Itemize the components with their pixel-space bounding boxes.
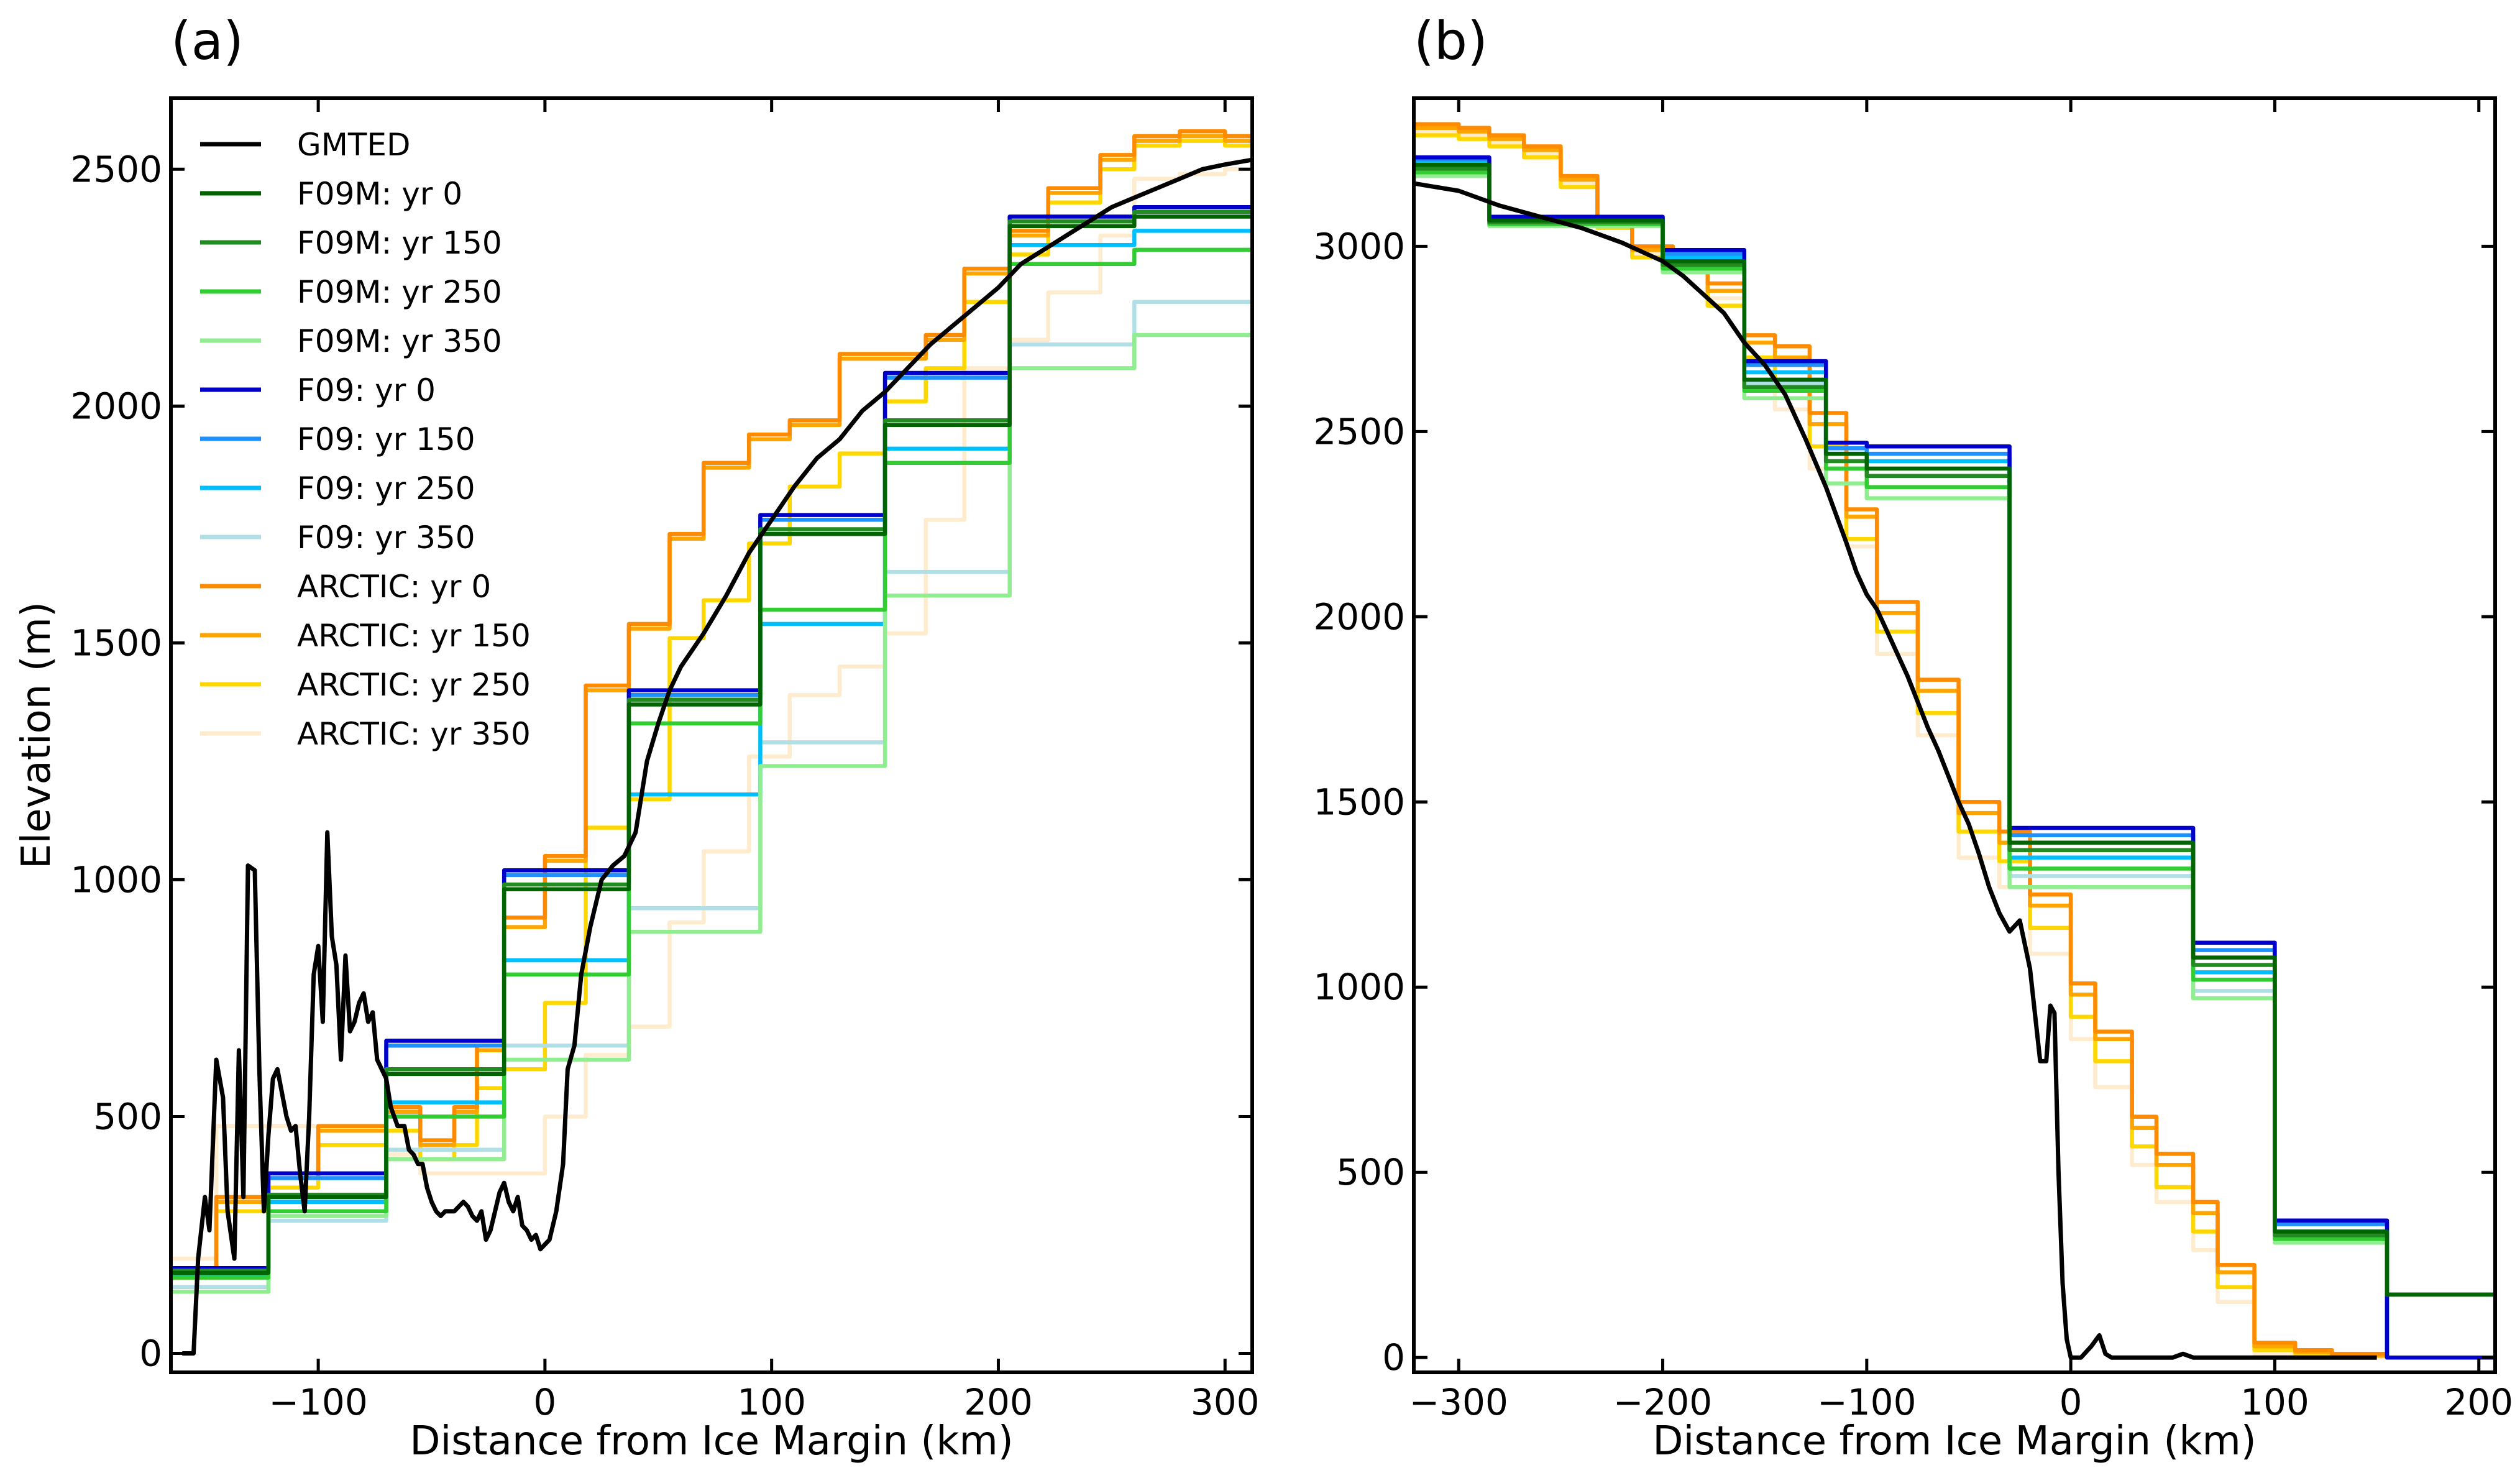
legend-item-arctic-yr-250: ARCTIC: yr 250 — [200, 667, 531, 703]
panel-a-series-gmted — [182, 157, 1253, 1356]
legend-item-gmted: GMTED — [200, 127, 411, 163]
legend-label: F09: yr 250 — [297, 470, 475, 507]
legend-label: F09M: yr 0 — [297, 176, 462, 212]
panel-a-ytick-label: 0 — [139, 1333, 162, 1375]
panel-b-series-f09-yr-0 — [1414, 155, 2495, 1360]
legend-item-f09-yr-350: F09: yr 350 — [200, 520, 475, 556]
legend-label: F09: yr 0 — [297, 372, 436, 408]
legend-label: ARCTIC: yr 350 — [297, 716, 531, 752]
legend-item-f09-yr-250: F09: yr 250 — [200, 470, 475, 507]
panel-b-series-arctic-yr-250 — [1414, 133, 2495, 1360]
panel-b-ytick-label: 2500 — [1313, 410, 1405, 452]
panel-b-xtick-label: 100 — [2240, 1381, 2309, 1423]
panel-a-series-f09m-yr-0 — [171, 214, 1252, 1275]
legend-item-arctic-yr-0: ARCTIC: yr 0 — [200, 569, 491, 605]
panel-b: (b) −300 −200 −100 0 100 20005001000150020002… — [1313, 11, 2513, 1464]
panel-b-xtick-label: 0 — [2060, 1381, 2082, 1423]
panel-a-series-arctic-yr-150 — [171, 134, 1252, 1273]
panel-a-series-f09m-yr-350 — [171, 333, 1252, 1294]
panel-b-xtick-label: −300 — [1409, 1381, 1508, 1423]
legend-item-f09m-yr-350: F09M: yr 350 — [200, 323, 502, 359]
panel-a-series — [171, 129, 1253, 1356]
legend-label: F09M: yr 350 — [297, 323, 502, 359]
panel-b-ticks: −300 −200 −100 0 100 200050010001500200025003… — [1313, 98, 2513, 1423]
panel-label-a: (a) — [171, 11, 244, 71]
panel-b-series-f09m-yr-0 — [1414, 163, 2495, 1297]
legend-label: F09M: yr 150 — [297, 225, 502, 261]
legend-label: ARCTIC: yr 0 — [297, 569, 491, 605]
panel-b-xtick-label: −200 — [1613, 1381, 1712, 1423]
panel-a-xtick-label: 200 — [964, 1381, 1033, 1423]
panel-a-ylabel: Elevation (m) — [14, 602, 60, 869]
panel-a-ticks: −100 0 100 200 300 0 500 1000 1500 2000 2500 — [70, 98, 1260, 1423]
legend-label: F09: yr 150 — [297, 421, 475, 457]
legend: GMTED F09M: yr 0 F09M: yr 150 F09M: yr 250 F… — [200, 127, 531, 752]
panel-a-frame — [169, 96, 1254, 1374]
panel-b-ytick-label: 1500 — [1313, 781, 1405, 823]
panel-b-series-arctic-yr-350 — [1414, 129, 2495, 1360]
panel-a-series-f09m-yr-150 — [171, 209, 1252, 1273]
panel-b-series-f09m-yr-150 — [1414, 166, 2495, 1297]
panel-a-series-f09-yr-350 — [171, 300, 1252, 1290]
legend-item-f09-yr-0: F09: yr 0 — [200, 372, 436, 408]
legend-label: F09: yr 350 — [297, 520, 475, 556]
legend-label: GMTED — [297, 127, 411, 163]
panel-a-series-arctic-yr-350 — [171, 167, 1252, 1261]
legend-item-f09m-yr-150: F09M: yr 150 — [200, 225, 502, 261]
panel-a-ytick-label: 2500 — [70, 148, 162, 190]
panel-label-b: (b) — [1414, 11, 1488, 71]
panel-a: (a) −100 0 100 200 300 0 500 1000 1500 2000 2500 D… — [14, 11, 1260, 1464]
panel-a-ytick-label: 2000 — [70, 385, 162, 427]
panel-a-xtick-label: 100 — [737, 1381, 806, 1423]
panel-a-series-arctic-yr-0 — [171, 129, 1252, 1270]
legend-item-f09m-yr-250: F09M: yr 250 — [200, 274, 502, 310]
legend-item-arctic-yr-350: ARCTIC: yr 350 — [200, 716, 531, 752]
legend-item-f09m-yr-0: F09M: yr 0 — [200, 176, 462, 212]
legend-label: F09M: yr 250 — [297, 274, 502, 310]
panel-b-xlabel: Distance from Ice Margin (km) — [1652, 1418, 2257, 1464]
panel-b-xtick-label: 200 — [2444, 1381, 2513, 1423]
panel-b-series-f09-yr-350 — [1414, 166, 2495, 1360]
panel-b-ytick-label: 1000 — [1313, 966, 1405, 1008]
panel-a-series-arctic-yr-250 — [171, 139, 1252, 1280]
panel-b-series-arctic-yr-150 — [1414, 126, 2495, 1360]
panel-b-ytick-label: 500 — [1336, 1151, 1405, 1193]
panel-a-ytick-label: 1500 — [70, 622, 162, 664]
panel-b-series-arctic-yr-0 — [1414, 122, 2495, 1360]
panel-b-series-gmted — [1413, 181, 2377, 1360]
legend-label: ARCTIC: yr 250 — [297, 667, 531, 703]
panel-b-series-f09-yr-250 — [1414, 161, 2495, 1360]
panel-a-series-f09m-yr-250 — [171, 247, 1252, 1280]
panel-a-xtick-label: 300 — [1191, 1381, 1260, 1423]
panel-b-series-f09-yr-150 — [1414, 157, 2495, 1360]
panel-a-ytick-label: 1000 — [70, 858, 162, 901]
panel-a-ytick-label: 500 — [93, 1095, 162, 1137]
panel-a-xtick-label: −100 — [268, 1381, 367, 1423]
panel-b-ytick-label: 0 — [1382, 1336, 1405, 1379]
panel-b-xtick-label: −100 — [1817, 1381, 1916, 1423]
panel-b-frame — [1412, 96, 2497, 1374]
panel-a-series-f09-yr-0 — [171, 205, 1252, 1270]
legend-label: ARCTIC: yr 150 — [297, 618, 531, 654]
panel-b-ytick-label: 3000 — [1313, 225, 1405, 267]
panel-b-ytick-label: 2000 — [1313, 595, 1405, 638]
panel-b-series — [1413, 122, 2495, 1360]
legend-item-f09-yr-150: F09: yr 150 — [200, 421, 475, 457]
legend-item-arctic-yr-150: ARCTIC: yr 150 — [200, 618, 531, 654]
panel-a-xlabel: Distance from Ice Margin (km) — [410, 1418, 1014, 1464]
panel-a-series-f09-yr-250 — [171, 229, 1252, 1278]
panel-a-xtick-label: 0 — [533, 1381, 556, 1423]
